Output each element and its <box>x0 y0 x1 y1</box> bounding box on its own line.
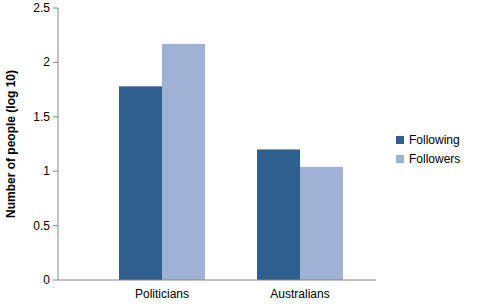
y-tick <box>53 62 58 63</box>
chart-svg: 0 0.5 1 1.5 2 2.5 Politicians Australians Number… <box>0 0 500 308</box>
y-tick <box>53 225 58 226</box>
y-tick-label: 0.5 <box>33 219 50 233</box>
y-tick-label: 1 <box>43 164 50 178</box>
y-tick <box>53 116 58 117</box>
legend: Following Followers <box>396 133 460 166</box>
y-axis-label: Number of people (log 10) <box>4 70 18 218</box>
bar <box>257 149 300 280</box>
legend-swatch <box>396 155 404 163</box>
y-tick <box>53 280 58 281</box>
bar <box>162 44 205 280</box>
x-axis-line <box>58 280 376 281</box>
x-tick-label: Politicians <box>135 287 189 301</box>
bar <box>300 167 343 280</box>
legend-label: Followers <box>409 152 460 166</box>
bar <box>119 86 162 280</box>
y-axis-line <box>58 8 59 280</box>
bars <box>119 44 343 280</box>
x-tick-label: Australians <box>270 287 329 301</box>
y-tick-label: 1.5 <box>33 110 50 124</box>
y-tick-label: 2.5 <box>33 1 50 15</box>
y-tick-label: 0 <box>43 273 50 287</box>
legend-label: Following <box>409 133 460 147</box>
chart-container: 0 0.5 1 1.5 2 2.5 Politicians Australians Number… <box>0 0 500 308</box>
legend-swatch <box>396 136 404 144</box>
y-tick <box>53 8 58 9</box>
y-tick <box>53 171 58 172</box>
y-tick-label: 2 <box>43 55 50 69</box>
